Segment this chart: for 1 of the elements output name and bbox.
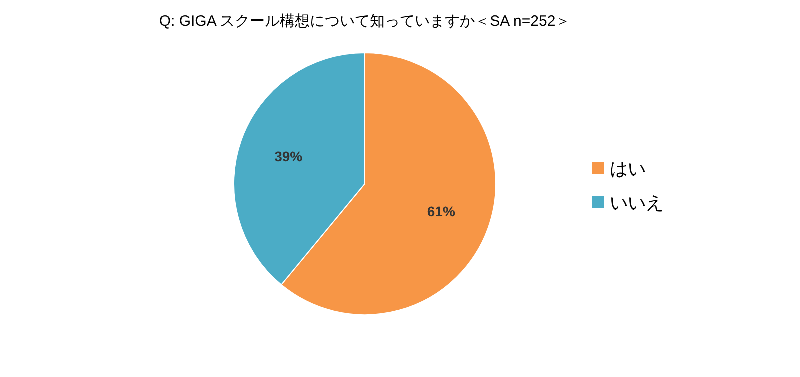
title: Q: GIGA スクール構想について知っていますか＜SA n=252＞: [159, 13, 571, 30]
